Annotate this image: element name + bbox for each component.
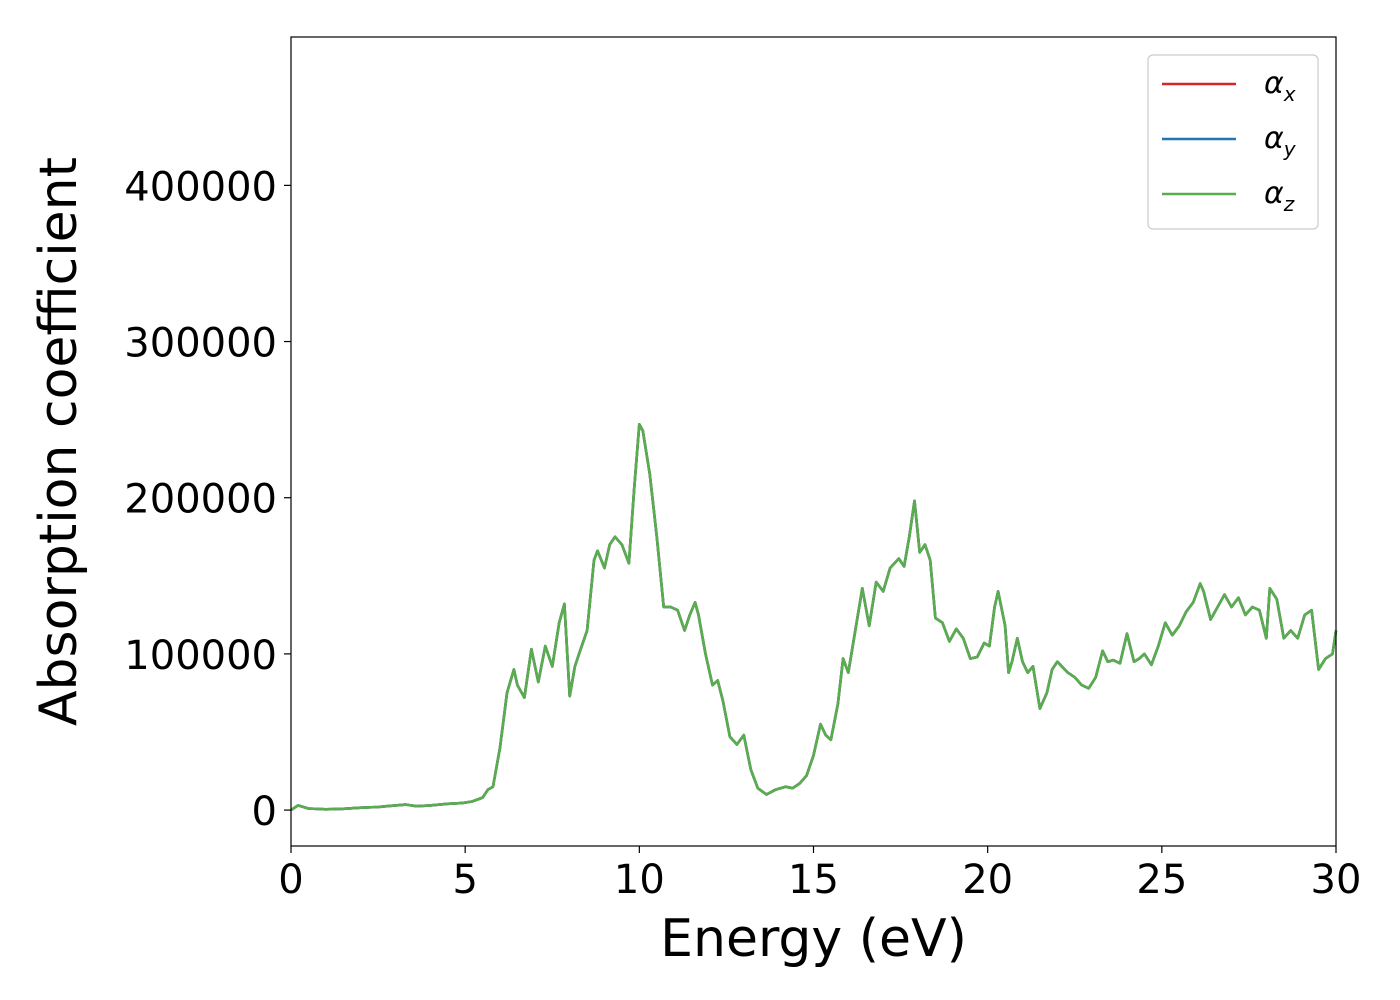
x-tick-label: 20 (962, 857, 1013, 903)
y-tick-label: 400000 (124, 164, 277, 210)
legend: αx αy αz (1147, 54, 1319, 230)
legend-entry: αz (1264, 176, 1295, 216)
y-axis-label: Absorption coefficient (29, 157, 89, 726)
legend-entry: αy (1264, 121, 1297, 161)
y-tick-label: 300000 (124, 321, 277, 367)
x-tick-label: 5 (452, 857, 477, 903)
x-tick-label: 10 (614, 857, 665, 903)
x-tick-label: 25 (1136, 857, 1187, 903)
axis-ticks: 0 5 10 15 20 25 30 0 100000 200000 300000 400000 (124, 164, 1361, 903)
x-tick-label: 0 (278, 857, 303, 903)
y-tick-label: 100000 (124, 633, 277, 679)
x-tick-label: 15 (788, 857, 839, 903)
legend-entry: αx (1264, 66, 1296, 106)
series-line---z (290, 423, 1338, 812)
x-axis-label: Energy (eV) (660, 909, 967, 969)
x-tick-label: 30 (1311, 857, 1362, 903)
y-tick-label: 200000 (124, 477, 277, 523)
legend-box (1147, 54, 1319, 230)
y-tick-label: 0 (252, 789, 277, 835)
series-lines (290, 423, 1338, 812)
